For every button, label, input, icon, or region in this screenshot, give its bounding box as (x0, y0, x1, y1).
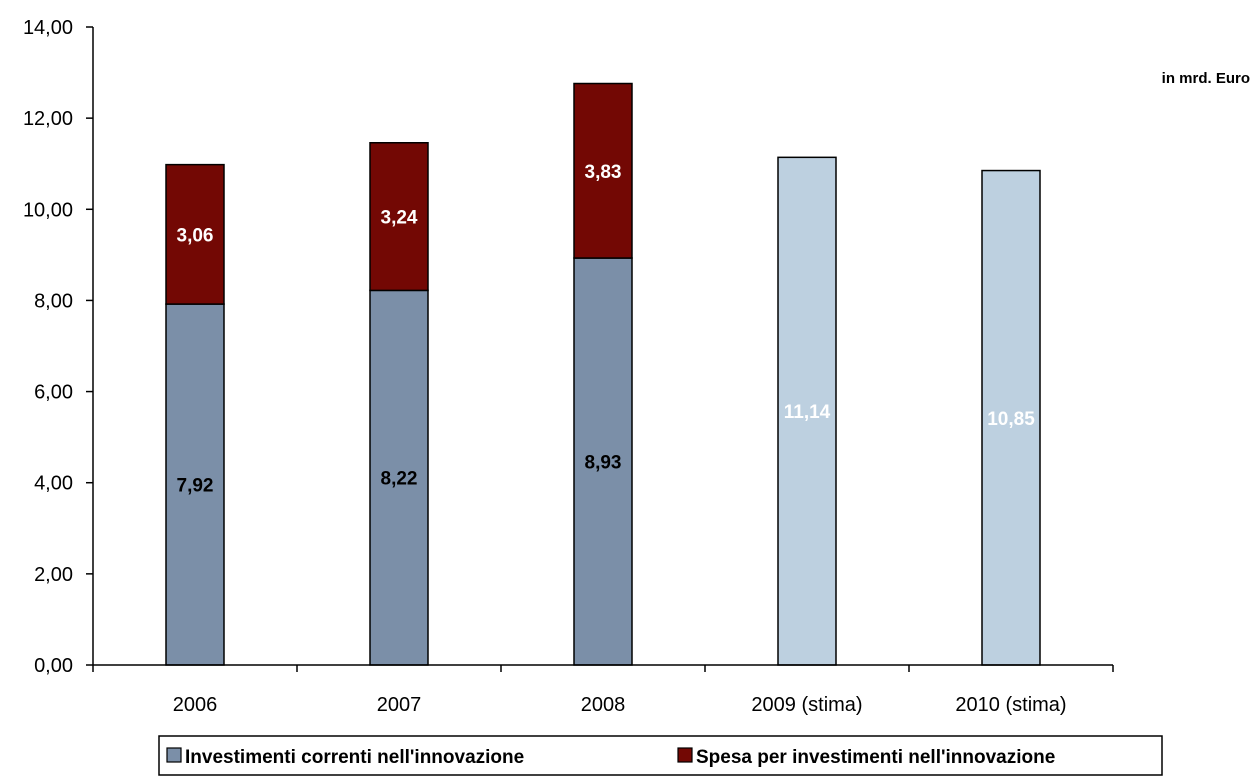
data-label-2010-stima-series-0: 10,85 (987, 409, 1035, 430)
data-label-2008-series-0: 8,93 (585, 453, 622, 474)
x-tick-label-2007: 2007 (377, 694, 422, 716)
x-tick-label-2008: 2008 (581, 694, 626, 716)
y-tick-label-4: 8,00 (34, 290, 73, 312)
bar-2008-series-1 (573, 82, 633, 259)
data-label-2007-series-1: 3,24 (381, 208, 418, 229)
axes-group (92, 27, 1113, 666)
data-label-2007-series-0: 8,22 (381, 469, 418, 490)
unit-note: in mrd. Euro (1162, 70, 1250, 87)
y-tick-label-5: 10,00 (23, 199, 73, 221)
x-tick-label-2009-stima: 2009 (stima) (751, 694, 862, 716)
legend-label-spesa-investimenti: Spesa per investimenti nell'innovazione (696, 747, 1055, 768)
x-tick-label-2006: 2006 (173, 694, 218, 716)
bar-2006-series-1 (165, 163, 225, 305)
x-ticks-group: 2006 2007 2008 2009 (stima) 2010 (stima) (92, 665, 1114, 716)
y-tick-label-7: 14,00 (23, 17, 73, 39)
y-tick-label-1: 2,00 (34, 564, 73, 586)
data-label-2006-series-1: 3,06 (177, 225, 214, 246)
bar-2010-stima-series-0 (981, 169, 1041, 666)
data-label-2008-series-1: 3,83 (585, 162, 622, 183)
data-label-2009-stima-series-0: 11,14 (784, 402, 831, 423)
bars-group (165, 82, 1041, 666)
legend-box (158, 735, 1163, 776)
y-tick-label-6: 12,00 (23, 108, 73, 130)
y-tick-label-0: 0,00 (34, 655, 73, 677)
legend: Investimenti correnti nell'innovazione S… (158, 735, 1163, 776)
y-ticks-group: 0,00 2,00 4,00 6,00 8,00 10,00 12,00 14,00 (23, 17, 93, 677)
legend-label-investimenti-correnti: Investimenti correnti nell'innovazione (185, 747, 524, 768)
y-tick-label-2: 4,00 (34, 473, 73, 495)
legend-swatch-investimenti-correnti (166, 747, 182, 763)
data-label-2006-series-0: 7,92 (177, 476, 214, 497)
x-tick-label-2010-stima: 2010 (stima) (955, 694, 1066, 716)
y-tick-label-3: 6,00 (34, 382, 73, 404)
data-labels-group: 7,92 3,06 8,22 3,24 8,93 3,83 11,14 10,85 (177, 162, 1036, 497)
bar-2007-series-1 (369, 142, 429, 292)
bar-2006-series-0 (165, 303, 225, 666)
legend-swatch-spesa-investimenti (677, 747, 693, 763)
